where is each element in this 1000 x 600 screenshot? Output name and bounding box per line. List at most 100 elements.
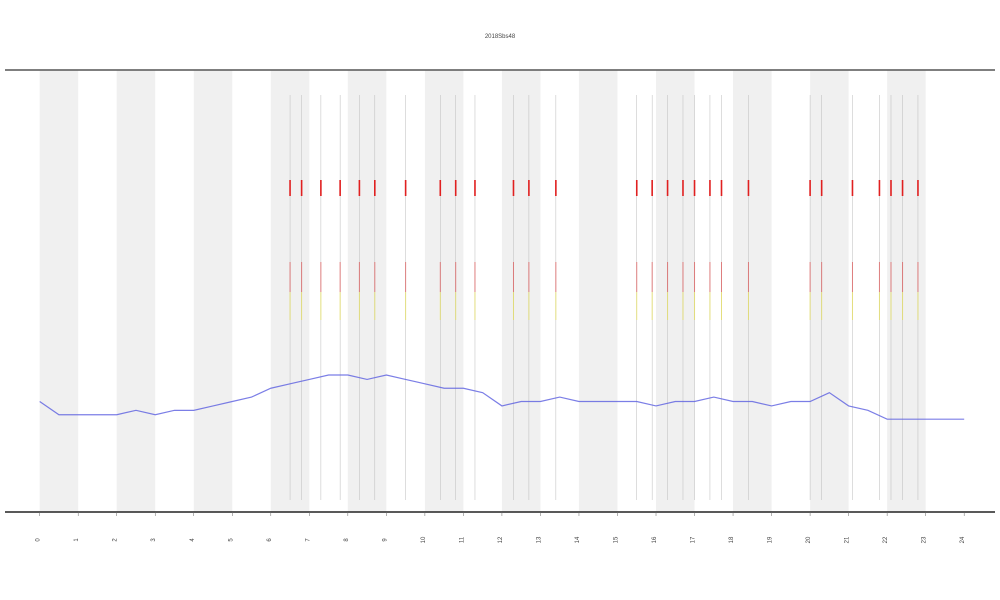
event-mark <box>917 180 919 196</box>
x-tick-label: 21 <box>845 536 851 543</box>
event-mark <box>720 262 722 292</box>
x-tick-label: 1 <box>74 538 80 542</box>
event-mark <box>320 262 322 292</box>
event-mark <box>555 180 557 196</box>
event-mark <box>694 262 696 292</box>
x-tick-label: 24 <box>960 536 966 543</box>
event-mark <box>878 262 880 292</box>
event-mark <box>289 180 291 196</box>
event-mark <box>339 262 341 292</box>
event-mark <box>917 292 919 320</box>
event-mark <box>474 180 476 196</box>
event-mark <box>709 180 711 196</box>
event-mark <box>636 292 638 320</box>
shaded-band <box>887 70 926 512</box>
event-mark <box>890 292 892 320</box>
shaded-band <box>424 70 464 512</box>
event-mark <box>358 292 360 320</box>
x-tick-label: 10 <box>421 536 427 543</box>
event-mark <box>809 180 811 196</box>
event-mark <box>720 292 722 320</box>
event-mark <box>636 262 638 292</box>
shaded-band <box>656 70 695 512</box>
event-mark <box>890 180 892 196</box>
event-mark <box>747 262 749 292</box>
line-series <box>39 374 965 420</box>
event-mark <box>512 180 515 196</box>
event-mark <box>693 180 696 196</box>
event-mark <box>666 180 669 196</box>
shaded-band <box>347 70 387 512</box>
event-mark <box>455 262 457 292</box>
x-tick-label: 23 <box>922 536 928 543</box>
shaded-band <box>578 70 618 512</box>
event-mark <box>747 292 749 320</box>
x-tick-label: 17 <box>691 536 697 543</box>
x-tick-label: 6 <box>267 538 273 542</box>
event-mark <box>439 262 441 292</box>
event-mark <box>405 292 407 320</box>
event-mark <box>512 292 514 320</box>
event-mark <box>301 262 303 292</box>
shaded-band <box>39 70 79 512</box>
event-mark <box>289 292 291 320</box>
event-mark <box>851 180 854 196</box>
x-tick-label: 2 <box>113 538 119 542</box>
event-mark <box>358 262 360 292</box>
event-mark <box>439 180 442 196</box>
event-mark <box>851 262 853 292</box>
event-mark <box>651 292 653 320</box>
event-mark <box>528 262 530 292</box>
event-mark <box>374 292 376 320</box>
event-mark <box>809 292 811 320</box>
shaded-band <box>810 70 849 512</box>
x-tick-label: 7 <box>305 538 311 542</box>
event-mark <box>747 180 750 196</box>
x-tick-label: 12 <box>498 536 504 543</box>
x-tick-label: 9 <box>382 538 388 542</box>
event-mark <box>682 262 684 292</box>
x-tick-label: 14 <box>575 536 581 543</box>
x-tick-label: 4 <box>190 538 196 542</box>
event-mark <box>694 292 696 320</box>
shaded-band <box>193 70 233 512</box>
event-mark <box>917 262 919 292</box>
event-mark <box>454 180 457 196</box>
event-mark <box>320 292 322 320</box>
shaded-band <box>116 70 156 512</box>
event-mark <box>709 262 711 292</box>
event-mark <box>301 292 303 320</box>
event-mark <box>809 262 811 292</box>
x-tick-label: 3 <box>151 538 157 542</box>
x-tick-label: 11 <box>459 536 465 543</box>
event-mark <box>901 180 904 196</box>
event-mark <box>682 180 684 196</box>
event-mark <box>474 262 476 292</box>
event-mark <box>555 292 557 320</box>
shaded-band <box>501 70 541 512</box>
event-mark <box>555 262 557 292</box>
event-mark <box>821 292 823 320</box>
event-mark <box>902 292 904 320</box>
x-tick-label: 19 <box>768 536 774 543</box>
event-mark <box>651 262 653 292</box>
event-mark <box>320 180 322 196</box>
x-tick-label: 5 <box>228 538 234 542</box>
event-mark <box>439 292 441 320</box>
event-mark <box>358 180 361 196</box>
event-mark <box>682 292 684 320</box>
event-mark <box>339 180 341 196</box>
event-mark <box>709 292 711 320</box>
event-mark <box>374 180 376 196</box>
shaded-band <box>733 70 772 512</box>
event-mark <box>820 180 823 196</box>
event-mark <box>474 292 476 320</box>
event-mark <box>300 180 303 196</box>
x-tick-label: 18 <box>729 536 735 543</box>
event-mark <box>635 180 638 196</box>
event-mark <box>455 292 457 320</box>
event-mark <box>878 180 881 196</box>
event-mark <box>720 180 723 196</box>
event-mark <box>902 262 904 292</box>
